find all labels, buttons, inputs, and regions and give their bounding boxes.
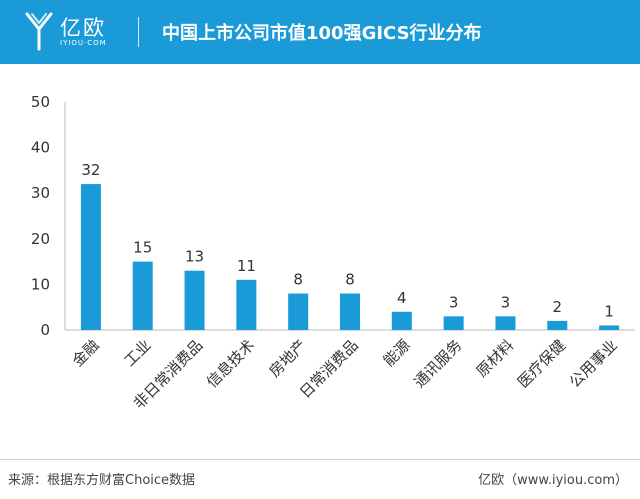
chart-title: 中国上市公司市值100强GICS行业分布 bbox=[162, 23, 482, 44]
bar-value-label: 8 bbox=[293, 271, 303, 289]
header-divider bbox=[138, 17, 139, 47]
y-tick-label: 30 bbox=[31, 184, 50, 202]
y-tick-label: 0 bbox=[40, 321, 50, 339]
bar bbox=[184, 270, 205, 330]
bar-value-label: 1 bbox=[604, 302, 614, 320]
bar bbox=[236, 279, 257, 330]
bar-value-label: 32 bbox=[81, 161, 100, 179]
bar-value-label: 3 bbox=[501, 293, 511, 311]
logo: 亿欧 IYIOU·COM bbox=[24, 9, 124, 55]
bar bbox=[391, 311, 412, 330]
category-label: 医疗保健 bbox=[514, 336, 569, 391]
category-label: 工业 bbox=[121, 336, 155, 370]
category-label: 信息技术 bbox=[203, 336, 258, 391]
y-tick-label: 20 bbox=[31, 230, 50, 248]
y-tick-label: 50 bbox=[31, 93, 50, 111]
logo-subtext: IYIOU·COM bbox=[60, 39, 107, 47]
bar-value-label: 15 bbox=[133, 239, 152, 257]
logo-icon bbox=[25, 12, 53, 51]
y-tick-label: 40 bbox=[31, 139, 50, 157]
footer-divider bbox=[0, 459, 640, 460]
bar bbox=[495, 316, 516, 330]
bar bbox=[443, 316, 464, 330]
category-label: 公用事业 bbox=[566, 336, 621, 391]
bar bbox=[288, 293, 309, 330]
bar bbox=[547, 320, 568, 330]
bar-value-label: 13 bbox=[185, 248, 204, 266]
header-bar: 亿欧 IYIOU·COM 中国上市公司市值100强GICS行业分布 bbox=[0, 0, 640, 64]
y-tick-label: 10 bbox=[31, 275, 50, 293]
category-label: 金融 bbox=[69, 336, 103, 370]
source-note: 来源：根据东方财富Choice数据 bbox=[8, 473, 196, 488]
bar-value-label: 3 bbox=[449, 293, 459, 311]
bar-value-label: 11 bbox=[237, 257, 256, 275]
bar-value-label: 8 bbox=[345, 271, 355, 289]
category-label: 通讯服务 bbox=[410, 336, 465, 391]
category-label: 房地产 bbox=[265, 336, 310, 381]
bar bbox=[340, 293, 360, 330]
bar-value-label: 4 bbox=[397, 289, 407, 307]
bar bbox=[599, 325, 620, 330]
bar bbox=[80, 184, 101, 330]
category-label: 原材料 bbox=[473, 336, 518, 381]
category-label: 能源 bbox=[380, 336, 414, 370]
bar-value-label: 2 bbox=[552, 298, 562, 316]
bar bbox=[132, 261, 153, 330]
bar-chart: 0102030405032金融15工业13非日常消费品11信息技术8房地产8日常… bbox=[31, 93, 635, 412]
credit-note: 亿欧（www.iyiou.com） bbox=[478, 473, 628, 488]
logo-text: 亿欧 bbox=[60, 16, 106, 40]
